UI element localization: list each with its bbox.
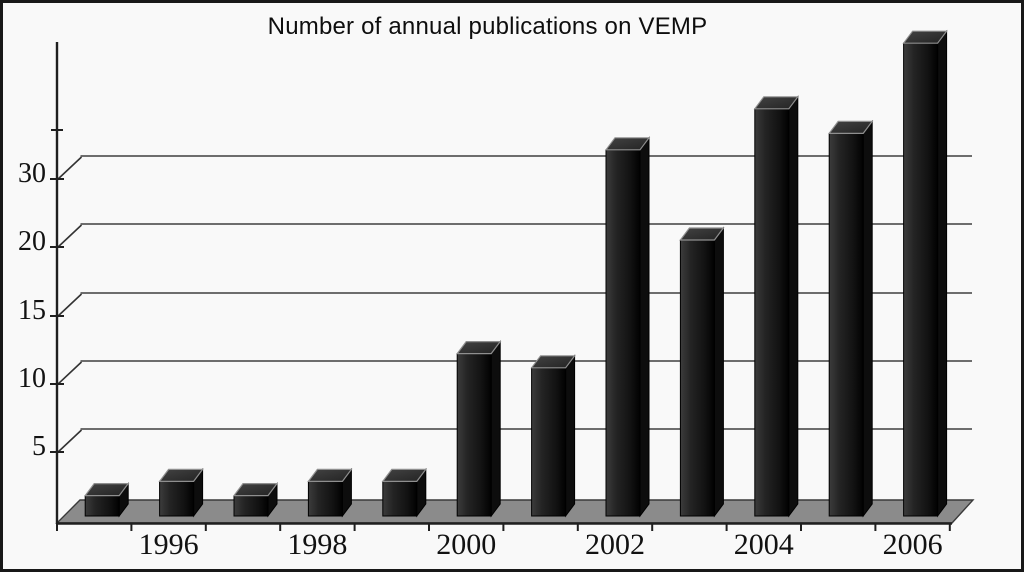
bar-side-face (639, 136, 650, 518)
bar-top-face (83, 483, 130, 497)
y-axis-label-30: 30 (18, 158, 46, 189)
bar-top-face (753, 96, 799, 110)
axis-diagonal-15 (56, 293, 83, 318)
x-axis-label-2000: 2000 (436, 528, 496, 561)
axis-diagonal-30 (56, 156, 83, 181)
bar-front-face (456, 353, 492, 517)
bar-2001 (530, 354, 576, 518)
bar-side-face (788, 95, 799, 518)
bar-front-face (159, 480, 195, 517)
y-axis-label-20: 20 (18, 226, 46, 257)
bar-front-face (84, 495, 120, 517)
bar-front-face (605, 149, 641, 517)
bar-1995 (83, 482, 130, 518)
bar-top-face (158, 468, 204, 482)
bar-top-face (530, 355, 576, 369)
bar-side-face (937, 29, 948, 518)
bar-top-face (604, 137, 651, 151)
y-axis-label-10: 10 (18, 363, 46, 394)
x-axis-label-2002: 2002 (585, 528, 645, 561)
bar-1996 (158, 467, 204, 518)
bar-top-face (307, 468, 353, 482)
x-axis-label-1996: 1996 (139, 528, 199, 561)
axis-diagonal-10 (56, 361, 83, 386)
bar-top-face (828, 120, 874, 134)
bar-2004 (753, 95, 799, 518)
bar-1998 (307, 467, 353, 518)
bar-front-face (679, 239, 715, 517)
bar-top-face (902, 30, 948, 44)
x-axis-label-2004: 2004 (734, 528, 794, 561)
bar-1999 (381, 467, 427, 518)
bar-2006 (902, 29, 948, 518)
x-axis-label-1998: 1998 (287, 528, 347, 561)
y-axis-label-15: 15 (18, 295, 46, 326)
bar-top-face (232, 483, 279, 497)
bar-front-face (233, 495, 269, 517)
bar-side-face (862, 119, 873, 518)
bar-1997 (232, 482, 279, 518)
bar-side-face (713, 226, 724, 518)
bar-front-face (828, 132, 864, 517)
bar-side-face (490, 340, 501, 518)
x-axis-label-2006: 2006 (883, 528, 943, 561)
bar-side-face (565, 354, 576, 518)
axis-diagonal-20 (56, 224, 83, 249)
bar-top-face (456, 341, 502, 355)
chart-title: Number of annual publications on VEMP (267, 13, 708, 40)
bar-front-face (531, 367, 567, 517)
bar-top-face (679, 227, 725, 241)
bar-2005 (828, 119, 874, 518)
bar-2000 (456, 340, 502, 518)
bar-top-face (381, 468, 427, 482)
bar-2002 (604, 136, 651, 518)
bar-front-face (903, 42, 939, 517)
bar-front-face (754, 108, 790, 517)
y-axis-label-5: 5 (32, 431, 46, 462)
bar-front-face (307, 480, 343, 517)
bar-2003 (679, 226, 725, 518)
bar-front-face (382, 480, 418, 517)
axis-diagonal-5 (56, 429, 83, 454)
